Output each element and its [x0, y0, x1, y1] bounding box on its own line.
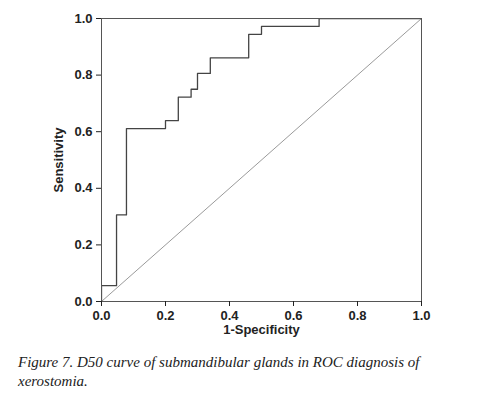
svg-text:1-Specificity: 1-Specificity — [223, 322, 300, 337]
svg-text:0.8: 0.8 — [348, 308, 366, 323]
svg-text:0.2: 0.2 — [74, 237, 92, 252]
svg-text:1.0: 1.0 — [74, 11, 92, 26]
svg-text:0.6: 0.6 — [284, 308, 302, 323]
svg-text:0.6: 0.6 — [74, 124, 92, 139]
svg-text:Sensitivity: Sensitivity — [51, 127, 66, 193]
svg-text:1.0: 1.0 — [412, 308, 430, 323]
svg-text:0.4: 0.4 — [74, 180, 93, 195]
html-text:Figure 7. D50 curve of submand: Figure 7. D50 curve of submandibular gla… — [18, 354, 420, 389]
svg-text:0.4: 0.4 — [220, 308, 239, 323]
svg-text:0.0: 0.0 — [74, 294, 92, 309]
svg-text:0.0: 0.0 — [92, 308, 110, 323]
svg-text:0.2: 0.2 — [156, 308, 174, 323]
svg-text:0.8: 0.8 — [74, 67, 92, 82]
